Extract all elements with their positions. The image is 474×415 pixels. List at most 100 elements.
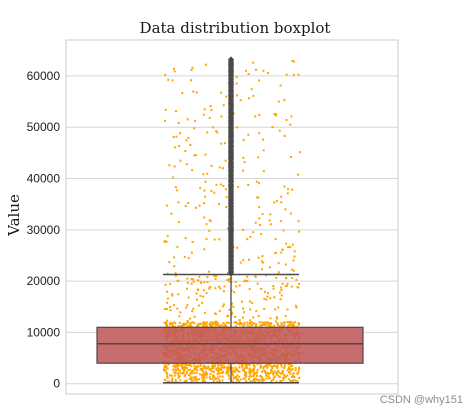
scatter-point xyxy=(190,372,193,375)
scatter-point xyxy=(182,370,185,373)
scatter-point xyxy=(206,172,209,175)
scatter-point xyxy=(280,195,283,198)
scatter-point xyxy=(292,259,295,262)
scatter-point xyxy=(222,290,225,293)
scatter-point xyxy=(218,285,221,288)
scatter-point xyxy=(208,270,211,273)
scatter-point xyxy=(184,205,187,207)
scatter-point xyxy=(221,167,224,170)
scatter-point xyxy=(173,70,176,73)
scatter-point xyxy=(267,371,270,374)
scatter-point xyxy=(280,288,283,291)
scatter-point xyxy=(166,375,169,378)
scatter-point xyxy=(285,73,288,76)
scatter-point xyxy=(218,310,221,313)
scatter-point xyxy=(195,154,197,157)
scatter-point xyxy=(285,277,287,279)
scatter-point xyxy=(280,364,283,366)
scatter-point xyxy=(290,285,293,288)
scatter-point xyxy=(248,258,251,261)
scatter-point xyxy=(248,363,251,366)
scatter-point xyxy=(282,377,285,379)
scatter-point xyxy=(254,372,257,375)
scatter-point xyxy=(210,369,213,372)
scatter-point xyxy=(257,196,260,199)
scatter-point xyxy=(250,321,253,324)
scatter-point xyxy=(218,375,221,378)
scatter-point xyxy=(261,376,263,379)
scatter-point xyxy=(255,324,258,327)
y-tick-label: 20000 xyxy=(27,274,61,288)
scatter-point xyxy=(244,367,247,370)
scatter-point xyxy=(171,176,174,179)
scatter-point xyxy=(262,379,265,382)
scatter-point xyxy=(247,363,250,366)
scatter-point xyxy=(195,380,198,383)
scatter-point xyxy=(288,323,291,326)
scatter-point xyxy=(177,376,180,378)
scatter-point xyxy=(192,376,195,379)
scatter-point xyxy=(214,287,217,290)
scatter-point xyxy=(238,366,241,368)
outlier-marker xyxy=(228,56,234,63)
scatter-point xyxy=(165,308,168,310)
scatter-point xyxy=(163,367,166,369)
scatter-point xyxy=(174,322,177,325)
scatter-point xyxy=(262,323,265,326)
scatter-point xyxy=(221,379,224,382)
scatter-point xyxy=(169,321,172,324)
scatter-point xyxy=(211,321,214,324)
scatter-point xyxy=(273,296,276,299)
scatter-point xyxy=(287,324,290,327)
scatter-point xyxy=(228,366,231,369)
scatter-point xyxy=(205,223,208,226)
scatter-point xyxy=(248,321,251,324)
scatter-point xyxy=(238,362,241,365)
scatter-point xyxy=(256,368,259,371)
axes-frame xyxy=(65,39,399,395)
scatter-point xyxy=(277,100,280,103)
scatter-point xyxy=(260,233,263,235)
scatter-point xyxy=(179,325,182,328)
scatter-point xyxy=(215,324,218,327)
scatter-point xyxy=(291,367,294,370)
scatter-point xyxy=(195,91,198,94)
scatter-point xyxy=(263,307,266,310)
scatter-point xyxy=(293,255,296,258)
scatter-point xyxy=(193,154,196,157)
scatter-point xyxy=(199,294,202,297)
scatter-point xyxy=(203,378,206,381)
scatter-point xyxy=(297,220,300,223)
scatter-point xyxy=(264,321,267,324)
scatter-point xyxy=(280,324,283,327)
scatter-point xyxy=(273,370,276,373)
scatter-point xyxy=(192,90,195,93)
scatter-point xyxy=(192,307,195,310)
scatter-point xyxy=(242,156,245,159)
scatter-point xyxy=(165,371,168,374)
scatter-point xyxy=(264,290,266,293)
scatter-point xyxy=(187,364,189,367)
scatter-point xyxy=(211,363,214,366)
scatter-point xyxy=(216,131,219,134)
scatter-point xyxy=(201,380,204,383)
scatter-point xyxy=(241,369,244,372)
scatter-point xyxy=(272,376,275,379)
scatter-point xyxy=(289,322,292,325)
scatter-point xyxy=(268,376,271,379)
scatter-point xyxy=(178,315,181,318)
scatter-point xyxy=(186,281,189,284)
scatter-point xyxy=(165,366,168,369)
scatter-point xyxy=(295,306,298,309)
scatter-point xyxy=(231,302,234,305)
scatter-point xyxy=(228,278,231,280)
scatter-point xyxy=(243,377,246,380)
scatter-point xyxy=(206,131,209,134)
scatter-point xyxy=(279,84,282,87)
scatter-point xyxy=(215,130,218,133)
scatter-point xyxy=(216,321,219,324)
scatter-point xyxy=(239,261,242,264)
scatter-point xyxy=(249,369,252,372)
scatter-point xyxy=(239,99,242,102)
scatter-point xyxy=(194,377,197,380)
